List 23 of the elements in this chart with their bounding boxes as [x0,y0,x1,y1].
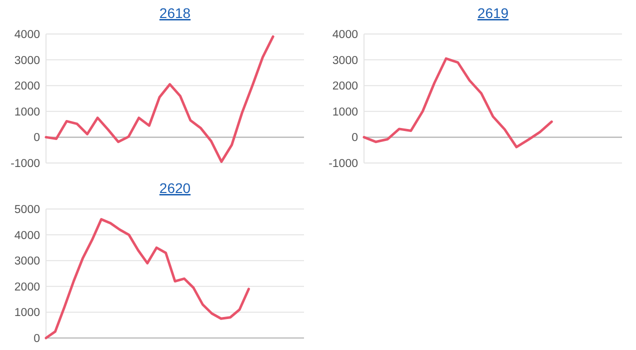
y-tick-label: 2000 [14,281,40,294]
line-series [362,57,553,148]
y-tick-label: 2000 [332,80,358,93]
chart-title: 2618 [159,5,191,21]
chart-title: 2620 [159,180,191,196]
y-tick-label: 0 [34,132,40,144]
y-tick-label: 3000 [332,54,358,67]
line-series [44,218,250,340]
y-tick-label: 0 [352,132,358,144]
y-tick-label: 1000 [14,106,40,118]
y-tick-label: -1000 [10,158,40,170]
y-tick-label: 4000 [14,230,40,242]
y-tick-label: 0 [34,333,40,346]
chart-title: 2619 [477,5,509,21]
y-tick-label: 1000 [14,307,40,320]
y-tick-label: 2000 [14,80,40,93]
y-tick-label: 1000 [332,106,358,118]
y-tick-label: 4000 [14,29,40,42]
y-tick-label: -1000 [328,158,358,170]
y-tick-label: 4000 [332,29,358,42]
y-tick-label: 5000 [14,204,40,216]
y-tick-label: 3000 [14,54,40,67]
y-tick-label: 3000 [14,256,40,268]
